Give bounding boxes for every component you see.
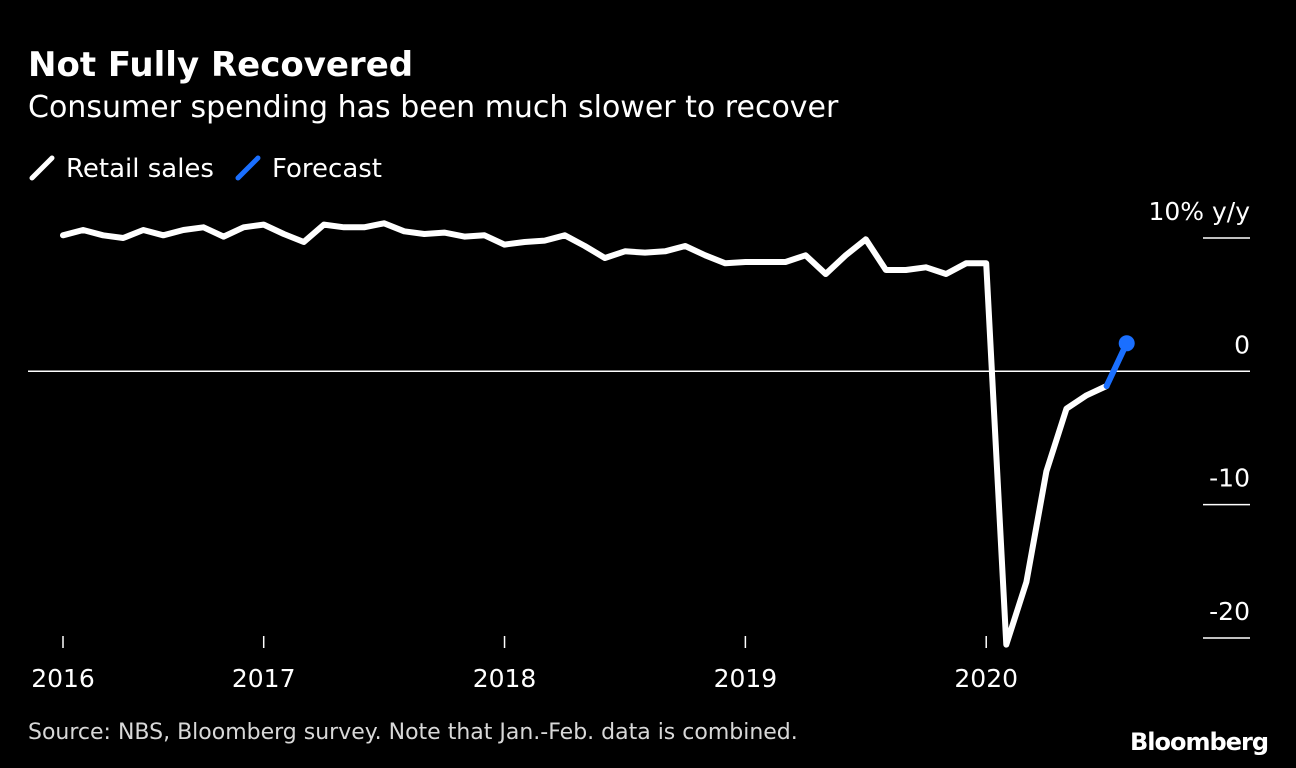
x-tick-label: 2018 [473, 664, 537, 693]
forecast-point [1118, 335, 1135, 352]
chart-title: Not Fully Recovered [28, 45, 413, 85]
x-tick-label: 2016 [31, 664, 95, 693]
y-tick-label: 10% y/y [1148, 197, 1250, 226]
legend-swatch [29, 155, 55, 181]
y-tick-label: -10 [1209, 464, 1250, 493]
legend-label: Forecast [272, 154, 382, 184]
legend-swatch [235, 155, 261, 181]
source-note: Source: NBS, Bloomberg survey. Note that… [28, 720, 798, 745]
y-tick-label: 0 [1234, 330, 1250, 359]
x-tick-label: 2020 [954, 664, 1018, 693]
series-line [60, 220, 1110, 648]
x-tick-label: 2017 [232, 664, 296, 693]
legend-label: Retail sales [66, 154, 214, 184]
chart-subtitle: Consumer spending has been much slower t… [28, 90, 839, 125]
brand-logo: Bloomberg [1130, 728, 1268, 756]
y-tick-label: -20 [1209, 597, 1250, 626]
x-tick-label: 2019 [714, 664, 778, 693]
